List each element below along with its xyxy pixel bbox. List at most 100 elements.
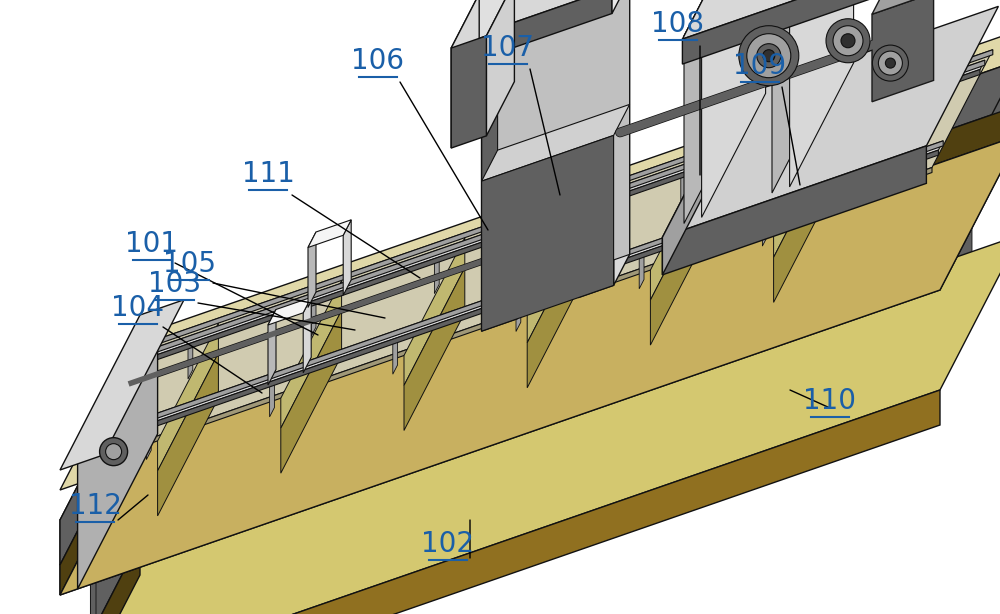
Circle shape [739, 26, 799, 86]
Polygon shape [188, 335, 193, 379]
Polygon shape [874, 296, 879, 402]
Polygon shape [527, 225, 588, 388]
Polygon shape [268, 309, 276, 385]
Polygon shape [94, 150, 938, 448]
Polygon shape [451, 0, 514, 48]
Polygon shape [482, 0, 533, 31]
Polygon shape [60, 540, 140, 614]
Polygon shape [715, 351, 721, 457]
Circle shape [833, 26, 863, 56]
Polygon shape [702, 0, 766, 217]
Polygon shape [465, 333, 491, 438]
Polygon shape [782, 308, 814, 328]
Polygon shape [578, 0, 594, 298]
Polygon shape [451, 0, 479, 148]
Polygon shape [940, 253, 972, 273]
Polygon shape [715, 437, 747, 457]
Polygon shape [940, 167, 946, 273]
Polygon shape [804, 121, 809, 166]
Polygon shape [87, 50, 993, 460]
Polygon shape [940, 105, 1000, 290]
Polygon shape [60, 365, 140, 565]
Polygon shape [872, 0, 934, 102]
Polygon shape [60, 300, 184, 470]
Polygon shape [482, 19, 517, 331]
Polygon shape [404, 451, 430, 556]
Text: 109: 109 [733, 52, 787, 80]
Polygon shape [874, 382, 906, 402]
Polygon shape [790, 0, 854, 187]
Polygon shape [946, 158, 972, 262]
Circle shape [763, 50, 775, 61]
Polygon shape [60, 390, 940, 614]
Polygon shape [874, 298, 900, 402]
Polygon shape [140, 60, 985, 358]
Polygon shape [157, 524, 189, 545]
Polygon shape [650, 152, 711, 300]
Polygon shape [140, 105, 1000, 440]
Polygon shape [312, 378, 338, 482]
Polygon shape [482, 0, 498, 331]
Polygon shape [240, 601, 272, 614]
Polygon shape [879, 287, 906, 391]
Polygon shape [306, 389, 333, 492]
Polygon shape [940, 60, 1000, 260]
Polygon shape [306, 387, 312, 492]
Polygon shape [157, 438, 162, 545]
Polygon shape [311, 292, 316, 336]
Text: 103: 103 [148, 270, 202, 298]
Circle shape [841, 34, 855, 48]
Polygon shape [140, 60, 1000, 410]
Polygon shape [90, 569, 117, 614]
Polygon shape [135, 60, 985, 362]
Polygon shape [787, 213, 814, 317]
Polygon shape [162, 429, 189, 534]
Polygon shape [940, 169, 966, 273]
Polygon shape [578, 10, 614, 298]
Circle shape [106, 444, 122, 460]
Polygon shape [60, 30, 1000, 490]
Polygon shape [268, 297, 311, 325]
Polygon shape [270, 373, 274, 417]
Text: 105: 105 [164, 250, 216, 278]
Polygon shape [240, 515, 246, 614]
Polygon shape [623, 279, 650, 383]
Polygon shape [246, 507, 272, 610]
Polygon shape [557, 491, 589, 511]
Polygon shape [480, 0, 612, 59]
Polygon shape [281, 281, 342, 428]
Polygon shape [306, 473, 338, 492]
Text: 102: 102 [422, 530, 475, 558]
Polygon shape [762, 202, 767, 246]
Polygon shape [90, 567, 96, 614]
Polygon shape [623, 277, 629, 383]
Polygon shape [240, 517, 266, 614]
Polygon shape [398, 460, 404, 566]
Polygon shape [60, 135, 1000, 595]
Polygon shape [614, 0, 630, 286]
Polygon shape [639, 244, 644, 289]
Polygon shape [681, 164, 686, 208]
Polygon shape [482, 104, 630, 181]
Polygon shape [557, 406, 562, 511]
Polygon shape [465, 418, 497, 438]
Circle shape [826, 19, 870, 63]
Polygon shape [682, 0, 961, 39]
Polygon shape [662, 146, 926, 275]
Polygon shape [465, 332, 470, 438]
Polygon shape [562, 397, 589, 500]
Polygon shape [623, 363, 655, 383]
Polygon shape [662, 98, 734, 275]
Polygon shape [480, 0, 631, 34]
Polygon shape [772, 0, 836, 193]
Text: 104: 104 [112, 294, 164, 322]
Polygon shape [60, 260, 940, 595]
Polygon shape [517, 0, 533, 319]
Polygon shape [398, 462, 425, 566]
Text: 107: 107 [482, 34, 534, 62]
Polygon shape [303, 297, 311, 373]
Polygon shape [96, 558, 122, 614]
Circle shape [747, 34, 791, 78]
Polygon shape [684, 0, 766, 36]
Circle shape [100, 438, 128, 465]
